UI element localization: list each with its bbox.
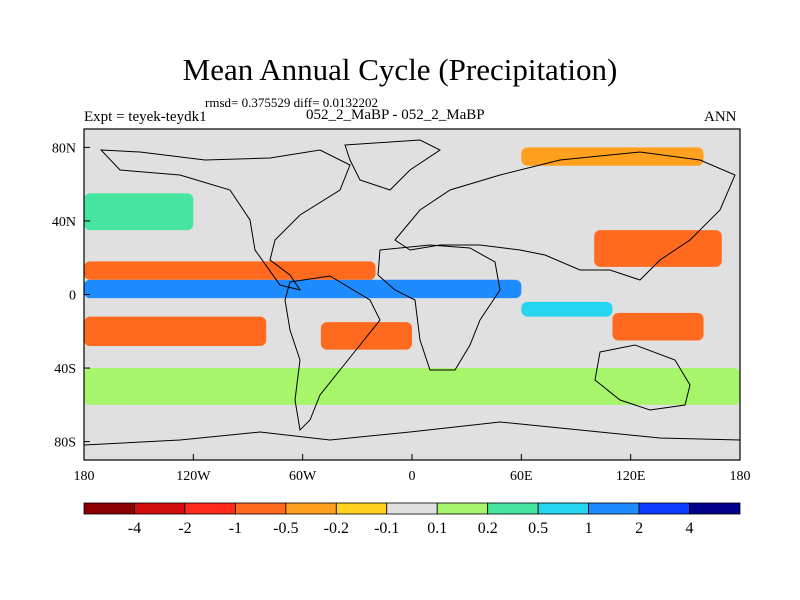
- anomaly-south-atlantic-negative: [320, 322, 412, 350]
- y-tick-label: 0: [69, 289, 76, 304]
- colorbar-label: -0.1: [374, 520, 399, 537]
- colorbar-swatch: [83, 502, 135, 515]
- x-tick-label: 60W: [289, 469, 317, 484]
- south-america-outline: [284, 275, 381, 432]
- colorbar-label: 0.2: [478, 520, 498, 537]
- colorbar-swatch: [436, 502, 489, 515]
- anomaly-equatorial-positive-band: [84, 279, 522, 299]
- colorbar-swatch: [386, 502, 438, 515]
- colorbar-swatch: [588, 502, 640, 515]
- y-axis: 80N 40N 0 40S 80S: [52, 141, 90, 451]
- colorbar-swatch: [184, 502, 236, 515]
- anomaly-northwest-pacific-positive: [84, 193, 194, 231]
- anomaly-west-pacific-negative: [612, 312, 704, 341]
- colorbar-swatch: [638, 502, 690, 515]
- x-tick-label: 60E: [510, 469, 533, 484]
- x-tick-label: 180: [74, 469, 95, 484]
- colorbar-label: -1: [229, 520, 242, 537]
- plot-title: Mean Annual Cycle (Precipitation): [182, 52, 618, 87]
- colorbar-label: -0.2: [324, 520, 349, 537]
- colorbar-swatch: [285, 502, 337, 515]
- experiment-label: Expt = teyek-teydk1: [84, 109, 207, 125]
- anomaly-south-tropical-negative-band: [84, 316, 267, 346]
- anomaly-indian-ocean-positive: [521, 301, 613, 317]
- anomaly-itcz-north-negative-band: [84, 261, 376, 280]
- colorbar-label: 2: [635, 520, 643, 537]
- eurasia-outline: [394, 151, 736, 281]
- x-tick-label: 120E: [616, 469, 646, 484]
- colorbar-label: 4: [686, 520, 694, 537]
- continent-outlines: [84, 139, 740, 446]
- colorbar-label: 0.1: [427, 520, 447, 537]
- y-tick-label: 80S: [54, 436, 76, 451]
- colorbar-label: -0.5: [273, 520, 298, 537]
- y-tick-label: 80N: [52, 141, 76, 156]
- anomaly-arctic-negative: [521, 147, 704, 166]
- colorbar-label: -4: [128, 520, 141, 537]
- x-tick-label: 180: [730, 469, 751, 484]
- colorbar-label: -2: [178, 520, 191, 537]
- anomaly-southern-ocean-positive: [84, 368, 740, 405]
- colorbar: -4 -2 -1 -0.5 -0.2 -0.1 0.1 0.2 0.5 1 2 4: [83, 502, 741, 537]
- x-tick-label: 120W: [176, 469, 211, 484]
- y-tick-label: 40N: [52, 215, 76, 230]
- colorbar-swatch: [689, 502, 741, 515]
- anomaly-east-asia-negative: [594, 230, 722, 267]
- anomaly-features: [84, 147, 740, 405]
- north-america-outline: [99, 149, 351, 291]
- y-tick-label: 40S: [54, 362, 76, 377]
- x-axis: 180 120W 60W 0 60E 120E 180: [74, 454, 751, 484]
- antarctica-outline: [84, 421, 740, 446]
- season-label: ANN: [704, 109, 737, 125]
- map-field: [84, 129, 740, 460]
- stats-text: rmsd= 0.375529 diff= 0.0132202: [205, 95, 378, 110]
- greenland-outline: [344, 139, 441, 191]
- colorbar-swatch: [537, 502, 590, 515]
- x-tick-label: 0: [409, 469, 416, 484]
- colorbar-label: 1: [585, 520, 593, 537]
- africa-outline: [377, 244, 501, 371]
- comparison-label: 052_2_MaBP - 052_2_MaBP: [306, 107, 485, 123]
- colorbar-label: 0.5: [528, 520, 548, 537]
- colorbar-swatch: [335, 502, 388, 515]
- colorbar-swatch: [487, 502, 539, 515]
- colorbar-swatch: [234, 502, 287, 515]
- colorbar-swatch: [134, 502, 186, 515]
- australia-outline: [594, 344, 691, 411]
